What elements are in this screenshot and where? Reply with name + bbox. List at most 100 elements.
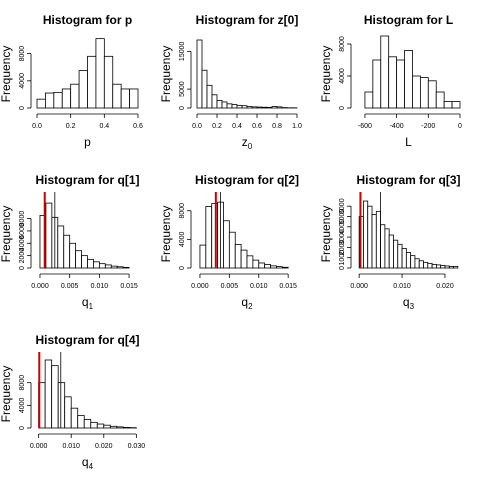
chart-title: Histogram for z[0] — [196, 13, 299, 27]
x-tick-label: 0.2 — [212, 123, 222, 130]
x-tick-label: 0.000 — [350, 283, 368, 290]
x-tick-label: 0.030 — [128, 443, 146, 450]
x-axis-label-subscript: 4 — [89, 462, 94, 471]
y-axis: 0 4000 8000 — [179, 203, 192, 270]
histogram-bar — [404, 50, 413, 109]
histogram-bar — [109, 425, 118, 429]
x-axis-label-subscript: 1 — [89, 302, 94, 311]
y-axis: 0 4000 8000 — [339, 36, 352, 110]
histogram-bar — [87, 258, 94, 269]
histogram-bar — [371, 214, 377, 269]
histogram-bar — [367, 205, 373, 269]
x-axis-label-subscript: 2 — [248, 302, 253, 311]
histogram-bar — [69, 242, 77, 269]
histogram-bar — [435, 264, 442, 269]
histogram-bar — [104, 264, 112, 269]
histogram-bar — [78, 70, 88, 109]
y-tick-label: 1000 — [339, 250, 346, 266]
histogram-bar — [448, 266, 454, 269]
y-axis-label: Frequency — [0, 206, 13, 263]
histogram-panel: Histogram for q[1] 0.000 0.005 0.010 0.015 q1… — [0, 173, 140, 311]
x-tick-label: 0.4 — [232, 123, 242, 130]
histogram-bar — [53, 91, 63, 109]
histogram-bar — [397, 243, 403, 269]
y-axis-label: Frequency — [0, 366, 13, 423]
y-axis-label: Frequency — [0, 46, 13, 103]
histogram-bar — [44, 359, 53, 429]
histogram-bar — [205, 206, 213, 269]
histogram-bar — [103, 424, 111, 429]
histogram-bar — [70, 407, 79, 429]
histogram-bar — [276, 106, 283, 109]
histogram-bar — [45, 202, 53, 269]
y-tick-label: 4000 — [19, 235, 26, 251]
y-tick-label: 4000 — [19, 397, 26, 413]
histogram-bar — [120, 88, 130, 109]
histogram-bar — [281, 266, 289, 269]
histogram-bar — [266, 107, 273, 109]
x-axis-label: q1 — [82, 295, 94, 311]
histogram-bar — [419, 77, 429, 109]
y-axis: 0 4000 8000 — [19, 46, 32, 110]
histogram-bar — [435, 91, 445, 109]
x-tick-label: 0.6 — [133, 123, 143, 130]
histogram-bar — [70, 83, 80, 109]
x-tick-label: 0.000 — [31, 283, 49, 290]
y-tick-label: 3000 — [339, 229, 346, 245]
histogram-bar — [440, 265, 446, 269]
x-axis: 0.0 0.2 0.4 0.6 0.8 1.0 — [192, 113, 302, 130]
histogram-bar — [261, 106, 268, 109]
histogram-bar — [258, 262, 266, 269]
histogram-bar — [63, 234, 71, 269]
histogram-bar — [95, 38, 105, 109]
chart-title: Histogram for p — [43, 13, 132, 27]
x-tick-label: 0.010 — [91, 283, 109, 290]
chart-title: Histogram for q[4] — [35, 333, 139, 347]
x-axis-label-subscript: 0 — [248, 142, 253, 151]
x-tick-label: 0.020 — [95, 443, 113, 450]
y-tick-label: 0 — [339, 106, 346, 110]
chart-title: Histogram for q[2] — [195, 173, 299, 187]
x-axis-label-main: q — [82, 295, 89, 309]
x-tick-label: 0 — [458, 123, 462, 130]
histogram-bar — [393, 239, 399, 269]
histogram-bar — [83, 419, 92, 429]
x-tick-label: -600 — [358, 123, 372, 130]
histogram-bar — [372, 59, 382, 109]
x-tick-label: 1.0 — [292, 123, 302, 130]
histogram-bar — [401, 248, 407, 269]
histogram-bar — [240, 249, 248, 269]
y-tick-label: 0 — [179, 266, 186, 270]
histogram-bar — [36, 98, 46, 109]
histogram-bar — [423, 261, 429, 269]
histogram-bar — [57, 225, 65, 269]
y-axis-label: Frequency — [319, 46, 333, 103]
y-tick-label: 8000 — [19, 46, 26, 62]
histogram-bar — [241, 105, 248, 109]
x-axis-label-main: p — [84, 135, 91, 149]
histogram-bar — [122, 427, 131, 429]
histogram-bar — [129, 88, 139, 109]
y-tick-label: 0 — [19, 426, 26, 430]
y-tick-label: 6000 — [19, 223, 26, 239]
histogram-bar — [364, 91, 374, 109]
y-tick-label: 2000 — [19, 248, 26, 264]
x-axis: 0.000 0.010 0.020 0.030 — [30, 433, 146, 450]
histogram-panel: Histogram for q[3] 0.000 0.010 0.020 q3 01000… — [319, 173, 461, 311]
histogram-bar — [405, 252, 412, 269]
y-tick-label: 6000 — [339, 198, 346, 214]
x-tick-label: 0.015 — [279, 283, 297, 290]
histogram-bar — [246, 106, 253, 109]
histogram-bar — [396, 59, 405, 109]
x-axis: -600 -400 -200 0 — [358, 113, 462, 130]
x-axis-label: q4 — [82, 455, 94, 471]
histogram-bar — [112, 83, 122, 109]
y-tick-label: 4000 — [19, 73, 26, 89]
y-tick-label: 15000 — [179, 41, 186, 61]
y-axis-label: Frequency — [159, 46, 173, 103]
histogram-bar — [221, 101, 228, 109]
histogram-bar — [388, 234, 394, 269]
histogram-bar — [251, 106, 258, 109]
